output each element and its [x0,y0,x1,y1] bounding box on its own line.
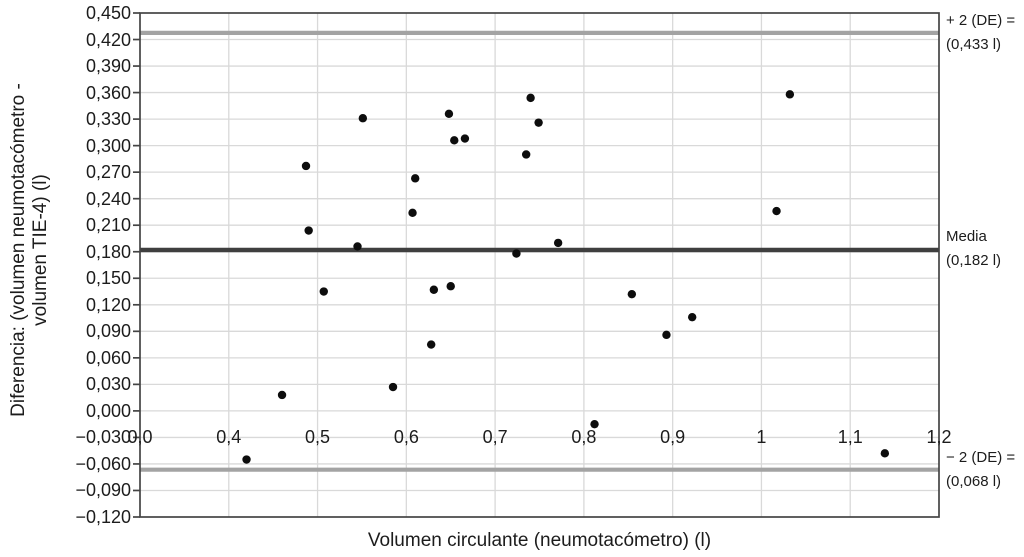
y-tick-label: 0,450 [85,3,131,23]
data-point [450,136,459,145]
data-point [627,289,637,299]
data-point [242,455,251,464]
x-tick-label: 0,5 [305,427,331,447]
y-tick-label: 0,090 [85,321,131,342]
data-point [304,226,313,235]
data-point [301,161,311,171]
y-tick-label: 0,210 [85,215,131,236]
y-tick-label: 0,390 [85,56,131,77]
y-tick-label: 0,270 [85,162,131,183]
data-point [388,382,398,392]
data-point [590,419,599,429]
y-tick-label: 0,360 [85,82,131,103]
x-tick-label: 1 [756,427,767,447]
data-point [772,206,781,216]
mean-annotation: Media (0,182 l) [946,225,1024,273]
data-point [446,282,455,291]
y-tick-label: 0,150 [85,268,131,289]
y-tick-label: 0,420 [85,29,131,50]
x-tick-label: 0,4 [216,427,242,447]
x-axis-title: Volumen circulante (neumotacómetro) (l) [367,530,712,551]
lower-limit-annotation: − 2 (DE) = (0,068 l) [946,446,1024,494]
data-point [526,93,535,103]
y-tick-label: 0,300 [85,135,131,156]
y-tick-label: −0,120 [75,507,131,527]
y-tick-label: 0,120 [85,294,131,315]
x-tick-label: 0,7 [482,427,508,447]
x-tick-label: 0,9 [660,427,686,447]
y-tick-label: 0,000 [85,400,131,421]
lower-limit-annotation-line2: (0,068 l) [946,472,1002,490]
x-tick-label: 1,2 [926,427,952,447]
data-point [662,330,671,340]
data-point [353,242,362,251]
data-point [429,285,439,294]
y-tick-label: −0,030 [75,427,131,448]
lower-limit-annotation-line1: − 2 (DE) = [946,448,1016,466]
data-point [408,208,417,218]
y-tick-label: 0,030 [85,374,131,395]
mean-annotation-line2: (0,182 l) [946,251,1002,269]
y-tick-label: 0,060 [85,347,131,368]
plot-border [139,12,940,518]
data-point [785,90,795,99]
data-point [687,312,697,322]
data-point [411,174,420,183]
x-tick-label: 0,6 [393,427,419,447]
data-point [880,449,890,458]
data-point [512,249,521,258]
upper-limit-annotation-line2: (0,433 l) [946,35,1002,53]
data-point [460,134,470,143]
data-point [534,118,543,127]
data-point [358,114,368,123]
y-tick-label: 0,240 [85,188,131,209]
data-point [521,150,531,159]
x-tick-label: 1,1 [837,427,863,447]
y-tick-label: 0,180 [85,241,131,262]
upper-limit-annotation-line1: + 2 (DE) = [946,11,1016,29]
x-tick-label: 0,8 [571,427,597,447]
data-point [444,109,454,119]
data-point [426,340,436,349]
upper-limit-annotation: + 2 (DE) = (0,433 l) [946,9,1024,57]
x-tick-label: 0,0 [127,427,153,447]
data-point [319,287,328,296]
data-point [277,390,287,400]
y-tick-label: −0,090 [75,480,131,501]
mean-annotation-line1: Media [946,227,987,245]
y-tick-label: −0,060 [75,453,131,474]
data-point [553,238,563,248]
y-tick-label: 0,330 [85,109,131,130]
